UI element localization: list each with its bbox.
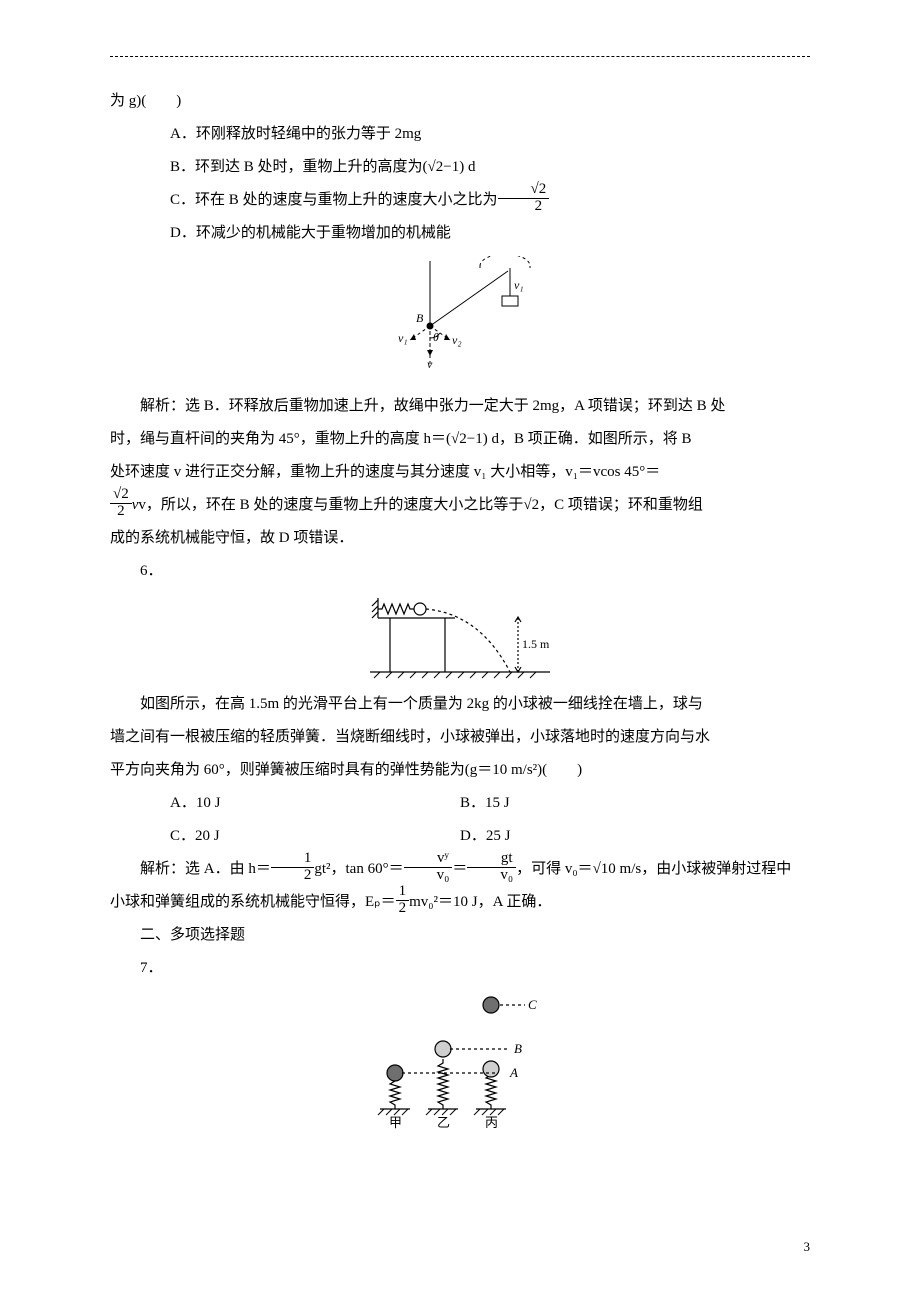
q5-option-d: D．环减少的机械能大于重物增加的机械能 (140, 217, 810, 250)
denominator: 2 (396, 901, 410, 917)
q7-figure: A B C 甲 乙 丙 (350, 991, 570, 1131)
text: m/s，由小球被弹射过程中 (616, 861, 791, 877)
q6-label: 6． (110, 555, 810, 588)
label-B: B (514, 1041, 522, 1056)
top-rule (110, 56, 810, 57)
numerator: 1 (396, 884, 410, 901)
q5-solution-line: √22vv，所以，环在 B 处的速度与重物上升的速度大小之比等于√2，C 项错误… (110, 489, 810, 522)
text: 解析：选 A．由 h＝ (140, 861, 271, 877)
text: 小球和弹簧组成的系统机械能守恒得，Eₚ＝ (110, 894, 396, 910)
label-A: A (509, 1065, 518, 1080)
q6-solution-line: 小球和弹簧组成的系统机械能守恒得，Eₚ＝12mv₀²＝10 J，A 正确． (110, 886, 810, 919)
text: mv₀²＝10 J，A 正确． (409, 894, 551, 910)
denominator: 2 (498, 199, 550, 215)
text: D．25 J (460, 828, 510, 844)
text: gt²，tan 60°＝ (314, 861, 403, 877)
q6-option-d: D．25 J (460, 820, 810, 853)
option-text: A．环刚释放时轻绳中的张力等于 2mg (170, 126, 421, 142)
q6-text: 墙之间有一根被压缩的轻质弹簧．当烧断细线时，小球被弹出，小球落地时的速度方向与水 (110, 721, 810, 754)
label-C: C (528, 997, 537, 1012)
numerator: 1 (271, 851, 315, 868)
text: v，所以，环在 B 处的速度与重物上升的速度大小之比等于 (138, 497, 523, 513)
fraction: √22 (110, 487, 132, 520)
q6-option-b: B．15 J (460, 787, 810, 820)
text: ，可得 v₀＝ (516, 861, 592, 877)
text: 成的系统机械能守恒，故 D 项错误． (110, 530, 353, 546)
text: A．10 J (170, 795, 220, 811)
text: ＝ (452, 861, 467, 877)
q5-figure: B v₁ v₁ v₂ θ v (380, 256, 540, 386)
q6-option-c: C．20 J (140, 820, 460, 853)
text: 处环速度 v 进行正交分解，重物上升的速度与其分速度 v₁ 大小相等，v₁＝vc… (110, 464, 660, 480)
q6-text: 平方向夹角为 60°，则弹簧被压缩时具有的弹性势能为(g＝10 m/s²)( ) (110, 754, 810, 787)
root: √10 (593, 861, 616, 877)
label-theta: θ (433, 330, 439, 344)
denominator: 2 (110, 504, 132, 520)
label-v2: v₂ (452, 333, 462, 347)
text: 7． (140, 960, 163, 976)
text: 解析：选 B．环释放后重物加速上升，故绳中张力一定大于 2mg，A 项错误；环到… (140, 398, 725, 414)
denominator: v₀ (404, 868, 453, 884)
label-jia: 甲 (389, 1115, 402, 1130)
option-text: D．环减少的机械能大于重物增加的机械能 (170, 225, 451, 241)
q5-intro-text: 为 g)( ) (110, 93, 181, 109)
label-B: B (416, 311, 424, 325)
denominator: v₀ (467, 868, 516, 884)
q5-solution-line: 成的系统机械能守恒，故 D 项错误． (110, 522, 810, 555)
numerator: vʸ (404, 851, 453, 868)
q5-solution-line: 解析：选 B．环释放后重物加速上升，故绳中张力一定大于 2mg，A 项错误；环到… (110, 390, 810, 423)
fraction: gtv₀ (467, 851, 516, 884)
page-number: 3 (804, 1233, 811, 1262)
label-bing: 丙 (485, 1115, 498, 1130)
text: −1) d，B 项正确．如图所示，将 B (467, 431, 692, 447)
text: B．15 J (460, 795, 510, 811)
q6-options-row1: A．10 J B．15 J (110, 787, 810, 820)
label-yi: 乙 (437, 1115, 450, 1130)
numerator: √2 (498, 182, 550, 199)
section2-heading: 二、多项选择题 (110, 919, 810, 952)
option-text: B．环到达 B 处时，重物上升的高度为( (170, 159, 428, 175)
fraction: 12 (271, 851, 315, 884)
text: 二、多项选择题 (140, 927, 245, 943)
q6-option-a: A．10 J (140, 787, 460, 820)
q6-solution-line: 解析：选 A．由 h＝12gt²，tan 60°＝vʸv₀＝gtv₀，可得 v₀… (110, 853, 810, 886)
q5-option-a: A．环刚释放时轻绳中的张力等于 2mg (140, 118, 810, 151)
denominator: 2 (271, 868, 315, 884)
fraction: vʸv₀ (404, 851, 453, 884)
q5-intro: 为 g)( ) (110, 85, 810, 118)
text: ，C 项错误；环和重物组 (539, 497, 703, 513)
numerator: √2 (110, 487, 132, 504)
option-text: −1) d (443, 159, 475, 175)
text: 6． (140, 563, 163, 579)
root: √2 (451, 431, 467, 447)
label-v: v (427, 357, 433, 371)
q6-figure: 1.5 m (360, 594, 560, 684)
numerator: gt (467, 851, 516, 868)
q5-solution-line: 处环速度 v 进行正交分解，重物上升的速度与其分速度 v₁ 大小相等，v₁＝vc… (110, 456, 810, 489)
q7-label: 7． (110, 952, 810, 985)
q6-options-row2: C．20 J D．25 J (110, 820, 810, 853)
page: 为 g)( ) A．环刚释放时轻绳中的张力等于 2mg B．环到达 B 处时，重… (0, 0, 920, 1302)
label-v1: v₁ (514, 278, 524, 292)
option-text: C．环在 B 处的速度与重物上升的速度大小之比为 (170, 192, 498, 208)
label-v1b: v₁ (398, 331, 408, 345)
fraction: √22 (498, 182, 550, 215)
text: C．20 J (170, 828, 220, 844)
q5-option-c: C．环在 B 处的速度与重物上升的速度大小之比为√22 (140, 184, 810, 217)
root: √2 (428, 159, 444, 175)
text: 时，绳与直杆间的夹角为 45°，重物上升的高度 h＝( (110, 431, 451, 447)
root: √2 (523, 497, 539, 513)
text: 平方向夹角为 60°，则弹簧被压缩时具有的弹性势能为(g＝10 m/s²)( ) (110, 762, 582, 778)
q5-option-b: B．环到达 B 处时，重物上升的高度为(√2−1) d (140, 151, 810, 184)
height-label: 1.5 m (522, 637, 550, 651)
text: 墙之间有一根被压缩的轻质弹簧．当烧断细线时，小球被弹出，小球落地时的速度方向与水 (110, 729, 710, 745)
text: 如图所示，在高 1.5m 的光滑平台上有一个质量为 2kg 的小球被一细线拴在墙… (140, 696, 703, 712)
q6-text: 如图所示，在高 1.5m 的光滑平台上有一个质量为 2kg 的小球被一细线拴在墙… (110, 688, 810, 721)
fraction: 12 (396, 884, 410, 917)
q5-solution-line: 时，绳与直杆间的夹角为 45°，重物上升的高度 h＝(√2−1) d，B 项正确… (110, 423, 810, 456)
